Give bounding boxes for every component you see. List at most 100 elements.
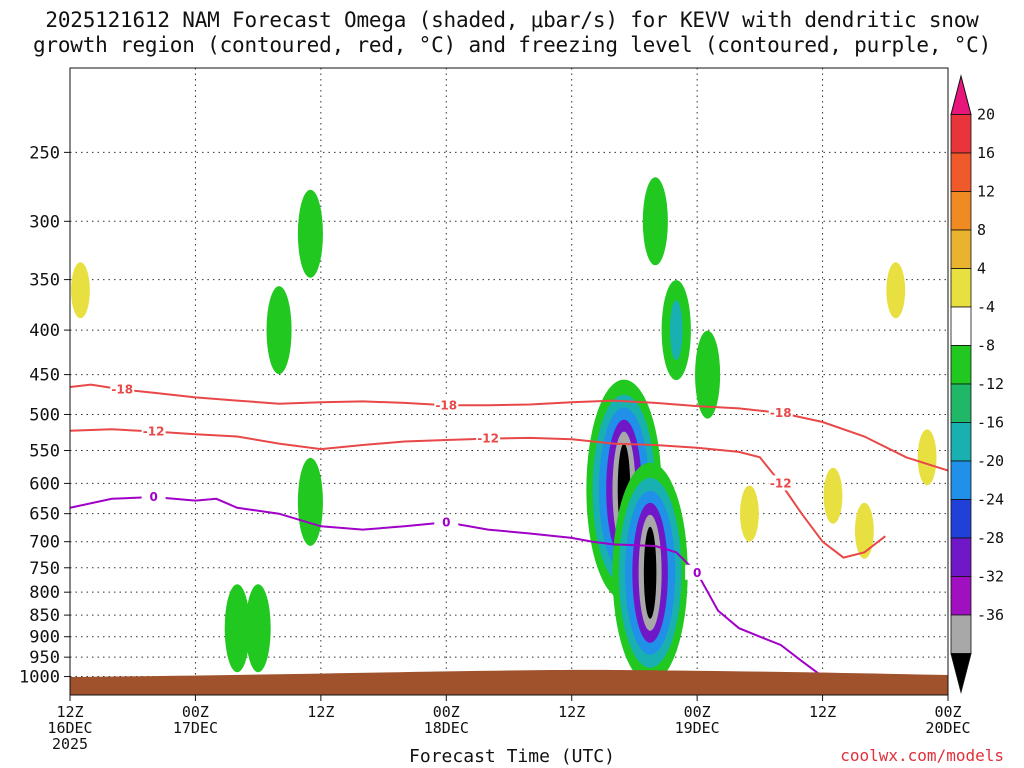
contour-label-bg: [476, 430, 501, 446]
y-tick-label: 600: [29, 474, 60, 494]
x-tick-label: 16DEC: [47, 719, 92, 737]
colorbar-tick-label: -24: [977, 491, 1004, 509]
omega-region: [854, 502, 874, 559]
x-tick-label: 00Z: [684, 703, 711, 721]
colorbar-swatch: [950, 576, 972, 616]
y-tick-label: 250: [29, 143, 60, 163]
colorbar-swatch: [950, 499, 972, 539]
contour-label: 0: [149, 490, 157, 504]
temperature-contours: -18 -18 -18 -12 -12 -12 0 0 0: [70, 381, 948, 678]
contour-label: -18: [111, 382, 133, 396]
colorbar: 20 16 12 8 4 -4 -8 -12 -16 -20 -24 -28 -32 -36: [950, 74, 1004, 694]
omega-region: [823, 467, 843, 524]
colorbar-tick-label: 8: [977, 221, 986, 239]
colorbar-swatch: [950, 114, 972, 154]
x-tick-label: 2025: [52, 735, 88, 753]
ground-fill: [70, 669, 948, 695]
omega-region: [71, 262, 90, 319]
colorbar-tick-label: -12: [977, 375, 1004, 393]
colorbar-swatch: [950, 383, 972, 423]
x-tick-label: 12Z: [809, 703, 836, 721]
ground-surface: [70, 669, 948, 695]
colorbar-swatch: [950, 191, 972, 231]
x-tick-label: 12Z: [307, 703, 334, 721]
y-tick-label: 350: [29, 271, 60, 291]
colorbar-swatch: [950, 345, 972, 385]
colorbar-tick-label: -8: [977, 337, 995, 355]
colorbar-tick-label: -28: [977, 529, 1004, 547]
contour-label-bg: [141, 489, 166, 505]
plot-frame: [69, 67, 949, 696]
omega-shading: [71, 177, 937, 683]
colorbar-swatch: [950, 460, 972, 500]
y-tick-label: 750: [29, 559, 60, 579]
colorbar-swatch: [950, 537, 972, 577]
omega-region: [642, 177, 668, 266]
omega-region: [266, 286, 292, 375]
contour-label: -18: [770, 406, 792, 420]
omega-region: [643, 526, 657, 619]
grid-lines: [70, 68, 948, 695]
contour-label: -12: [477, 432, 499, 446]
colorbar-tick-label: -32: [977, 568, 1004, 586]
x-tick-label: 00Z: [182, 703, 209, 721]
colorbar-tick-label: -16: [977, 414, 1004, 432]
site-credit: coolwx.com/models: [840, 746, 1004, 765]
omega-region: [669, 300, 683, 361]
colorbar-arrow-bottom: [950, 653, 972, 694]
contour-label: -12: [143, 424, 165, 438]
y-tick-label: 1000: [19, 668, 60, 688]
y-tick-label: 300: [29, 212, 60, 232]
colorbar-tick-label: 4: [977, 260, 986, 278]
x-tick-label: 17DEC: [173, 719, 218, 737]
contour-label: -18: [435, 398, 457, 412]
contour-label: -12: [770, 476, 792, 490]
colorbar-tick-label: -20: [977, 452, 1004, 470]
omega-region: [297, 457, 323, 546]
colorbar-tick-label: 12: [977, 183, 995, 201]
colorbar-tick-label: 20: [977, 106, 995, 124]
contour-label: 0: [442, 515, 450, 529]
y-tick-label: 500: [29, 405, 60, 425]
y-tick-label: 450: [29, 366, 60, 386]
colorbar-swatch: [950, 614, 972, 654]
contour-label-bg: [768, 404, 793, 420]
x-tick-label: 12Z: [56, 703, 83, 721]
y-tick-label: 850: [29, 606, 60, 626]
y-tick-label: 550: [29, 442, 60, 462]
omega-region: [297, 189, 323, 278]
contour-label-bg: [141, 423, 166, 439]
contour-label-bg: [434, 514, 459, 530]
contour-label-bg: [110, 381, 135, 397]
colorbar-swatch: [950, 268, 972, 308]
y-tick-label: 900: [29, 628, 60, 648]
colorbar-swatch: [950, 306, 972, 346]
chart-title-line1: 2025121612 NAM Forecast Omega (shaded, μ…: [45, 8, 979, 32]
contour-label-bg: [768, 475, 793, 491]
x-tick-label: 18DEC: [424, 719, 469, 737]
colorbar-swatch: [950, 152, 972, 192]
colorbar-tick-label: -36: [977, 606, 1004, 624]
omega-region: [917, 429, 937, 486]
colorbar-swatch: [950, 229, 972, 269]
x-tick-label: 20DEC: [925, 719, 970, 737]
omega-region: [886, 262, 906, 319]
x-tick-label: 00Z: [934, 703, 961, 721]
omega-region: [695, 330, 721, 419]
y-axis: 2503003504004505005506006507007508008509…: [19, 143, 70, 688]
y-tick-label: 950: [29, 648, 60, 668]
contour-line: [70, 383, 948, 472]
x-tick-label: 19DEC: [675, 719, 720, 737]
contour-line: [70, 428, 886, 559]
colorbar-tick-label: -4: [977, 298, 995, 316]
colorbar-swatch: [950, 422, 972, 462]
contour-label-bg: [434, 397, 459, 413]
x-axis-label: Forecast Time (UTC): [409, 746, 615, 767]
y-tick-label: 800: [29, 583, 60, 603]
colorbar-arrow-top: [950, 74, 972, 115]
omega-region: [224, 584, 250, 673]
y-tick-label: 400: [29, 321, 60, 341]
y-tick-label: 700: [29, 533, 60, 553]
